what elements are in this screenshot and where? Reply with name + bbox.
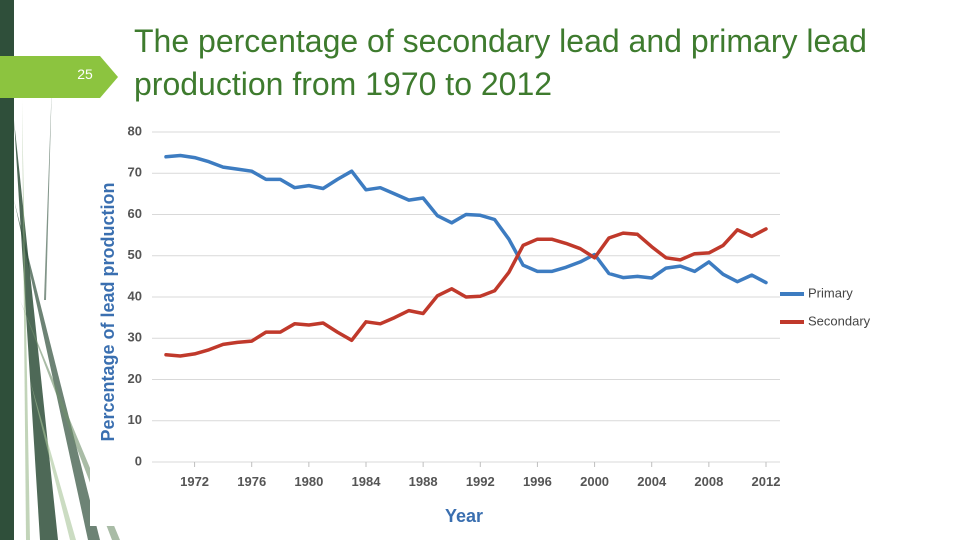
x-tick-label: 2008 [694,474,723,489]
y-axis-label: Percentage of lead production [98,182,118,441]
x-tick-label: 1984 [352,474,382,489]
y-tick-label: 70 [128,165,142,180]
slide-title: The percentage of secondary lead and pri… [134,23,867,102]
series-line-secondary [164,227,768,358]
x-tick-label: 1988 [409,474,438,489]
x-axis-label: Year [445,506,483,526]
x-tick-label: 2004 [637,474,667,489]
side-stroke-1 [14,120,58,540]
x-tick-label: 2012 [752,474,781,489]
x-tick-label: 1992 [466,474,495,489]
chart-legend: Primary Secondary [780,285,871,328]
y-tick-label: 40 [128,288,142,303]
page-number-badge [0,56,118,98]
y-axis-ticks: 0 10 20 30 40 50 60 70 80 [128,123,142,468]
chart-series-lines [164,153,768,358]
y-tick-label: 60 [128,206,142,221]
chart-background [90,122,878,526]
y-tick-label: 80 [128,123,142,138]
series-line-primary [164,153,768,285]
x-tick-label: 1976 [237,474,266,489]
side-stroke-5 [44,80,52,300]
legend-label-secondary: Secondary [808,313,871,328]
x-tick-label: 1980 [294,474,323,489]
side-stroke-6 [30,380,76,540]
y-tick-label: 20 [128,371,142,386]
x-axis-ticks: 1972 1976 1980 1984 1988 1992 1996 2000 2004 2008… [180,462,780,489]
page-number: 25 [77,66,93,82]
y-tick-label: 30 [128,330,142,345]
y-tick-label: 10 [128,412,142,427]
side-stroke-2 [14,200,100,540]
side-bar-dark [0,0,14,540]
x-tick-label: 1972 [180,474,209,489]
y-tick-label: 0 [135,453,142,468]
side-stroke-4 [22,100,30,540]
badge-arrow-shape [0,56,118,98]
x-tick-label: 2000 [580,474,609,489]
legend-label-primary: Primary [808,285,853,300]
y-tick-label: 50 [128,247,142,262]
x-tick-label: 1996 [523,474,552,489]
